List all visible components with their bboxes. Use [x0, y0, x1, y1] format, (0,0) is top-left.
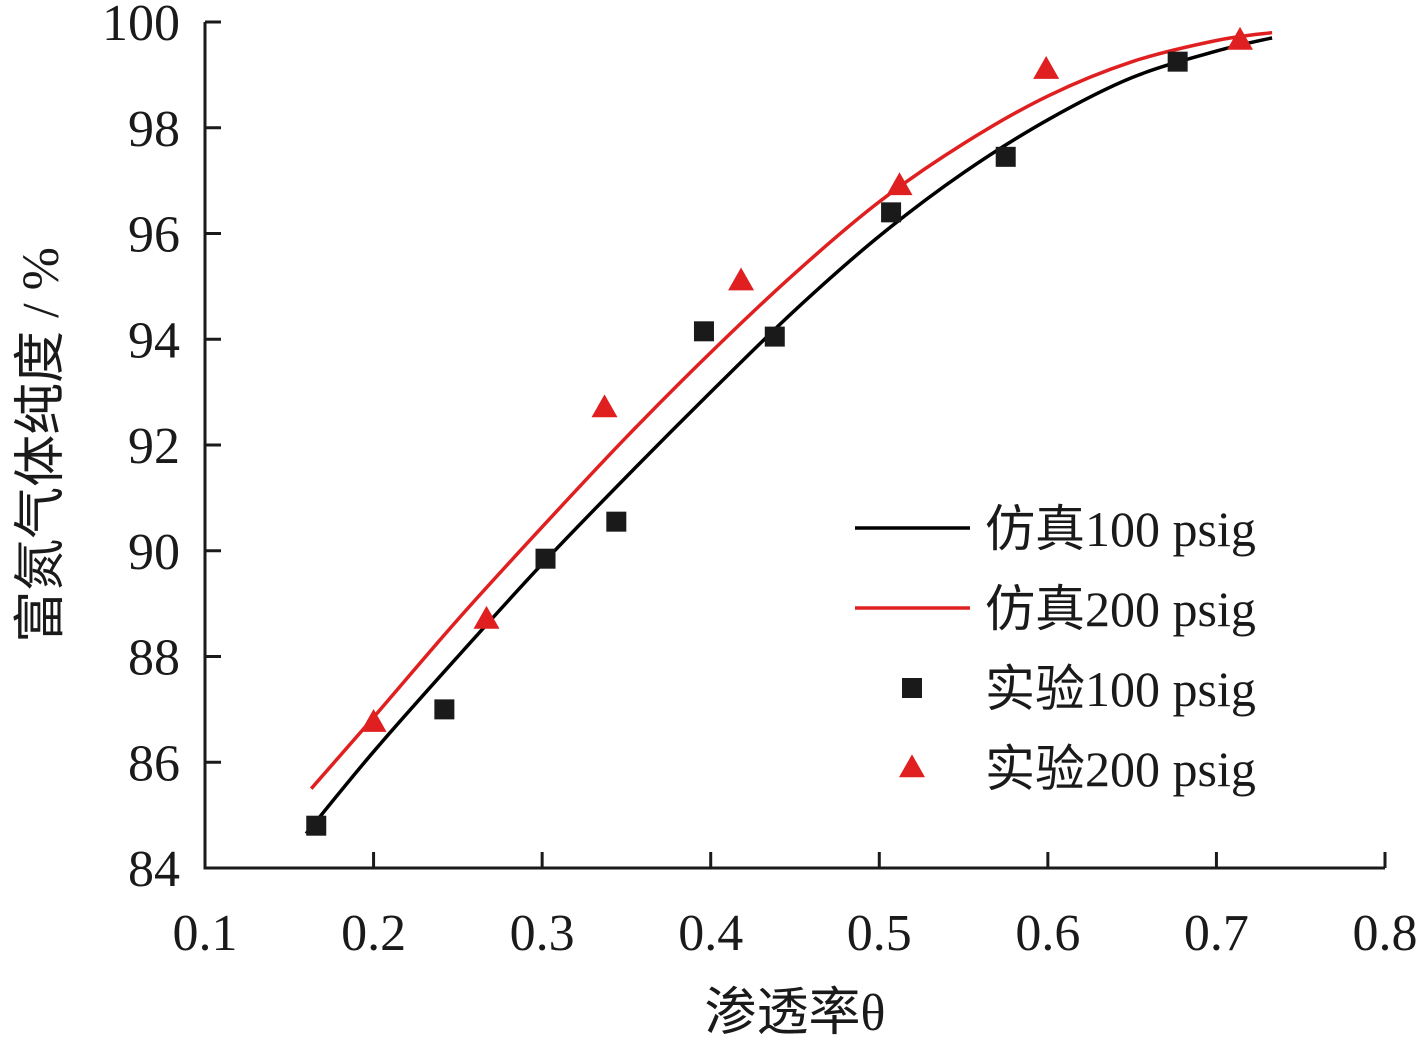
x-tick-label: 0.3 — [510, 905, 575, 962]
data-point — [1033, 55, 1060, 79]
legend-label: 实验100 psig — [985, 661, 1256, 717]
data-point — [434, 699, 455, 720]
x-axis-title: 渗透率θ — [705, 985, 886, 1042]
legend-label: 仿真100 psig — [985, 501, 1256, 557]
x-tick-label: 0.1 — [173, 905, 238, 962]
y-tick-label: 86 — [128, 735, 180, 792]
x-tick-label: 0.7 — [1184, 905, 1249, 962]
legend-label: 实验200 psig — [985, 741, 1256, 797]
y-tick-label: 90 — [128, 524, 180, 581]
x-tick-label: 0.5 — [847, 905, 912, 962]
data-point — [1167, 51, 1188, 72]
legend-marker — [902, 678, 922, 698]
data-point — [360, 708, 387, 732]
data-point — [1227, 26, 1254, 50]
data-point — [693, 321, 714, 342]
legend-label: 仿真200 psig — [985, 581, 1256, 637]
legend-marker — [899, 754, 925, 778]
data-point — [306, 815, 327, 836]
y-tick-label: 94 — [128, 312, 180, 369]
data-point — [995, 146, 1016, 167]
x-tick-label: 0.6 — [1015, 905, 1080, 962]
y-axis-title: 富氮气体纯度 / % — [13, 247, 70, 643]
data-point — [591, 394, 618, 418]
plot-area — [304, 26, 1273, 836]
series-line — [309, 30, 1273, 790]
data-point — [764, 326, 785, 347]
data-point — [881, 202, 902, 223]
axes: 0.1 0.2 0.3 0.4 0.5 0.6 0.7 0.8 84 86 88 90 92 94 96 98… — [102, 0, 1418, 962]
y-tick-label: 96 — [128, 207, 180, 264]
x-tick-label: 0.2 — [341, 905, 406, 962]
y-tick-label: 100 — [102, 0, 180, 52]
x-tick-label: 0.4 — [678, 905, 743, 962]
data-point — [606, 511, 627, 532]
data-point — [886, 172, 913, 196]
y-tick-label: 98 — [128, 101, 180, 158]
x-tick-label: 0.8 — [1353, 905, 1418, 962]
data-point — [728, 267, 755, 291]
legend: 仿真100 psig 仿真200 psig 实验100 psig 实验200 psig — [855, 501, 1256, 797]
data-point — [535, 548, 556, 569]
y-tick-label: 88 — [128, 630, 180, 687]
y-tick-label: 84 — [128, 841, 180, 898]
y-tick-label: 92 — [128, 418, 180, 475]
data-point — [473, 605, 500, 629]
